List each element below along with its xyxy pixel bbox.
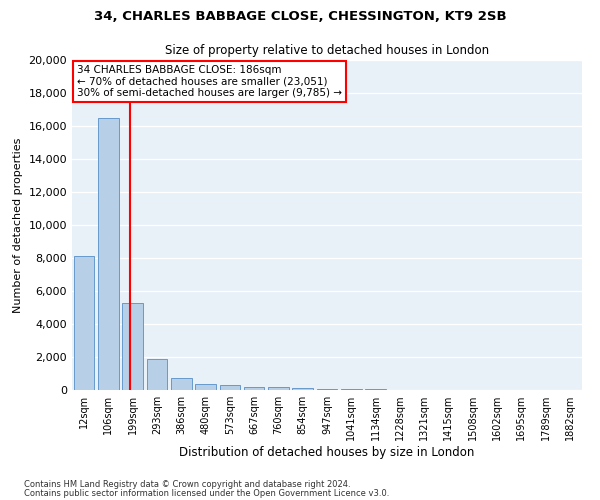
Text: 34 CHARLES BABBAGE CLOSE: 186sqm
← 70% of detached houses are smaller (23,051)
3: 34 CHARLES BABBAGE CLOSE: 186sqm ← 70% o… [77, 65, 342, 98]
Text: 34, CHARLES BABBAGE CLOSE, CHESSINGTON, KT9 2SB: 34, CHARLES BABBAGE CLOSE, CHESSINGTON, … [94, 10, 506, 23]
Bar [268, 387, 289, 390]
Title: Size of property relative to detached houses in London: Size of property relative to detached ho… [165, 44, 489, 58]
Bar [122, 302, 143, 390]
Bar [146, 360, 167, 390]
Bar [220, 386, 240, 390]
Text: Contains public sector information licensed under the Open Government Licence v3: Contains public sector information licen… [24, 488, 389, 498]
Bar [341, 389, 362, 390]
Bar [244, 386, 265, 390]
Bar [171, 378, 191, 390]
Text: Contains HM Land Registry data © Crown copyright and database right 2024.: Contains HM Land Registry data © Crown c… [24, 480, 350, 489]
X-axis label: Distribution of detached houses by size in London: Distribution of detached houses by size … [179, 446, 475, 459]
Y-axis label: Number of detached properties: Number of detached properties [13, 138, 23, 312]
Bar [195, 384, 216, 390]
Bar [74, 256, 94, 390]
Bar [317, 388, 337, 390]
Bar [98, 118, 119, 390]
Bar [292, 388, 313, 390]
